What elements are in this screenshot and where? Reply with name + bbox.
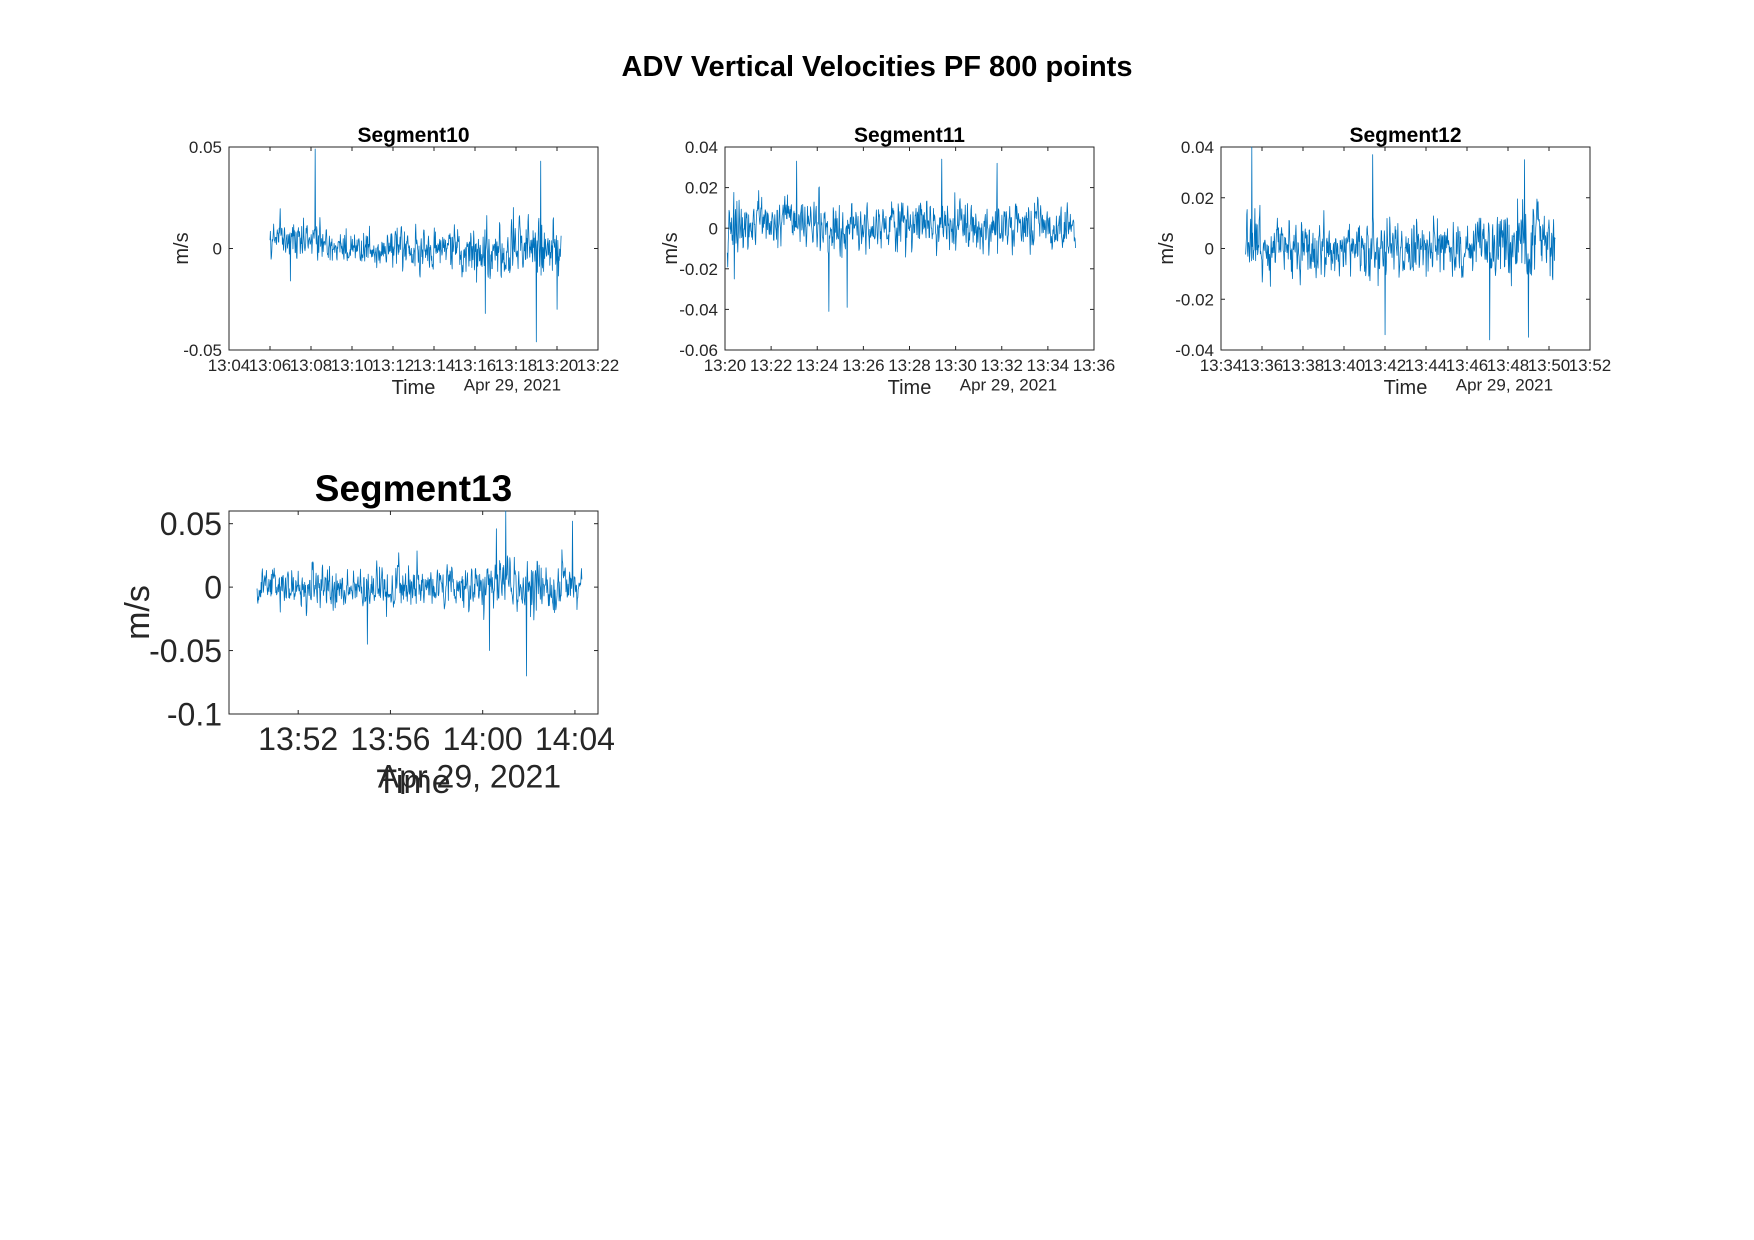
- x-tick-label: 13:16: [454, 356, 497, 375]
- x-tick-label: 13:32: [980, 356, 1023, 375]
- y-tick-label: 0.02: [1181, 189, 1214, 208]
- x-tick-label: 13:46: [1446, 356, 1489, 375]
- x-tick-label: 13:06: [249, 356, 292, 375]
- y-tick-label: 0: [213, 240, 222, 259]
- date-label: Apr 29, 2021: [1456, 375, 1553, 394]
- x-tick-label: 13:44: [1405, 356, 1448, 375]
- chart-panels: 13:0413:0613:0813:1013:1213:1413:1613:18…: [119, 124, 1611, 801]
- chart-panel-4: 13:52 13:56 14:00 14:04 -0.1 -0.05 0 0.05 Segmen…: [119, 468, 615, 801]
- y-tick-label: 0.02: [685, 179, 718, 198]
- chart-panel-3: 13:3413:3613:3813:4013:4213:4413:4613:48…: [1156, 124, 1611, 399]
- x-tick-label: 13:18: [495, 356, 538, 375]
- x-tick-label: 13:52: [258, 721, 338, 757]
- y-tick-label: 0: [709, 219, 718, 238]
- x-tick-label: 14:00: [443, 721, 523, 757]
- x-tick-label: 13:56: [350, 721, 430, 757]
- x-tick-label: 13:22: [750, 356, 793, 375]
- figure-title: ADV Vertical Velocities PF 800 points: [622, 51, 1133, 83]
- x-tick-label: 13:26: [842, 356, 885, 375]
- y-axis-label: m/s: [1156, 232, 1178, 264]
- x-axis-label: Time: [376, 763, 450, 801]
- chart-title: Segment10: [357, 124, 469, 147]
- axes-frame: [724, 146, 1095, 351]
- x-tick-label: 13:20: [704, 356, 747, 375]
- x-tick-label: 13:08: [290, 356, 333, 375]
- series-line-1: [726, 158, 1076, 312]
- y-tick-label: 0.04: [685, 138, 718, 157]
- x-tick-label: 13:30: [934, 356, 977, 375]
- y-tick-label: -0.05: [149, 633, 222, 669]
- x-tick-label: 13:40: [1323, 356, 1366, 375]
- x-tick-label: 13:20: [536, 356, 579, 375]
- x-tick-label: 13:42: [1364, 356, 1407, 375]
- axes-frame: [228, 510, 599, 715]
- y-tick-label: -0.1: [167, 697, 222, 733]
- x-tick-label: 13:24: [796, 356, 839, 375]
- series-line-1: [256, 510, 583, 677]
- y-tick-label: -0.04: [679, 301, 718, 320]
- y-axis-label: m/s: [660, 232, 682, 264]
- chart-panel-1: 13:0413:0613:0813:1013:1213:1413:1613:18…: [171, 124, 619, 399]
- date-label: Apr 29, 2021: [464, 375, 561, 394]
- series-line-1: [269, 148, 562, 343]
- x-tick-label: 13:36: [1073, 356, 1116, 375]
- x-tick-label: 13:34: [1027, 356, 1070, 375]
- x-tick-label: 13:48: [1487, 356, 1530, 375]
- x-tick-label: 13:50: [1528, 356, 1571, 375]
- chart-title: Segment11: [854, 124, 965, 147]
- series-line-1: [1245, 146, 1556, 341]
- y-tick-label: 0: [204, 570, 222, 606]
- y-tick-label: -0.04: [1175, 341, 1214, 360]
- x-tick-label: 13:34: [1200, 356, 1243, 375]
- date-label: Apr 29, 2021: [960, 375, 1057, 394]
- y-axis-label: m/s: [119, 585, 157, 640]
- y-tick-label: -0.05: [183, 341, 222, 360]
- x-axis-label: Time: [888, 377, 932, 399]
- chart-panel-2: 13:20 13:22 13:24 13:26 13:28 13:30 13:32 13:34…: [660, 124, 1115, 399]
- y-tick-label: -0.06: [679, 341, 718, 360]
- y-tick-label: -0.02: [1175, 290, 1214, 309]
- x-tick-label: 13:04: [208, 356, 251, 375]
- x-tick-label: 13:52: [1569, 356, 1612, 375]
- x-axis-label: Time: [1384, 377, 1428, 399]
- x-axis-label: Time: [392, 377, 436, 399]
- y-tick-label: 0.04: [1181, 138, 1214, 157]
- x-tick-label: 13:10: [331, 356, 374, 375]
- chart-title: Segment13: [315, 468, 512, 509]
- date-label: Apr 29, 2021: [378, 758, 561, 794]
- chart-title: Segment12: [1349, 124, 1461, 147]
- x-tick-label: 13:22: [577, 356, 620, 375]
- y-tick-label: 0.05: [160, 506, 222, 542]
- x-tick-label: 13:14: [413, 356, 456, 375]
- x-tick-label: 14:04: [535, 721, 615, 757]
- y-tick-label: -0.02: [679, 260, 718, 279]
- y-tick-label: 0.05: [189, 138, 222, 157]
- x-tick-label: 13:38: [1282, 356, 1325, 375]
- x-tick-label: 13:12: [372, 356, 415, 375]
- x-tick-label: 13:28: [888, 356, 931, 375]
- y-axis-label: m/s: [171, 232, 193, 264]
- y-tick-label: 0: [1205, 240, 1214, 259]
- x-tick-label: 13:36: [1241, 356, 1284, 375]
